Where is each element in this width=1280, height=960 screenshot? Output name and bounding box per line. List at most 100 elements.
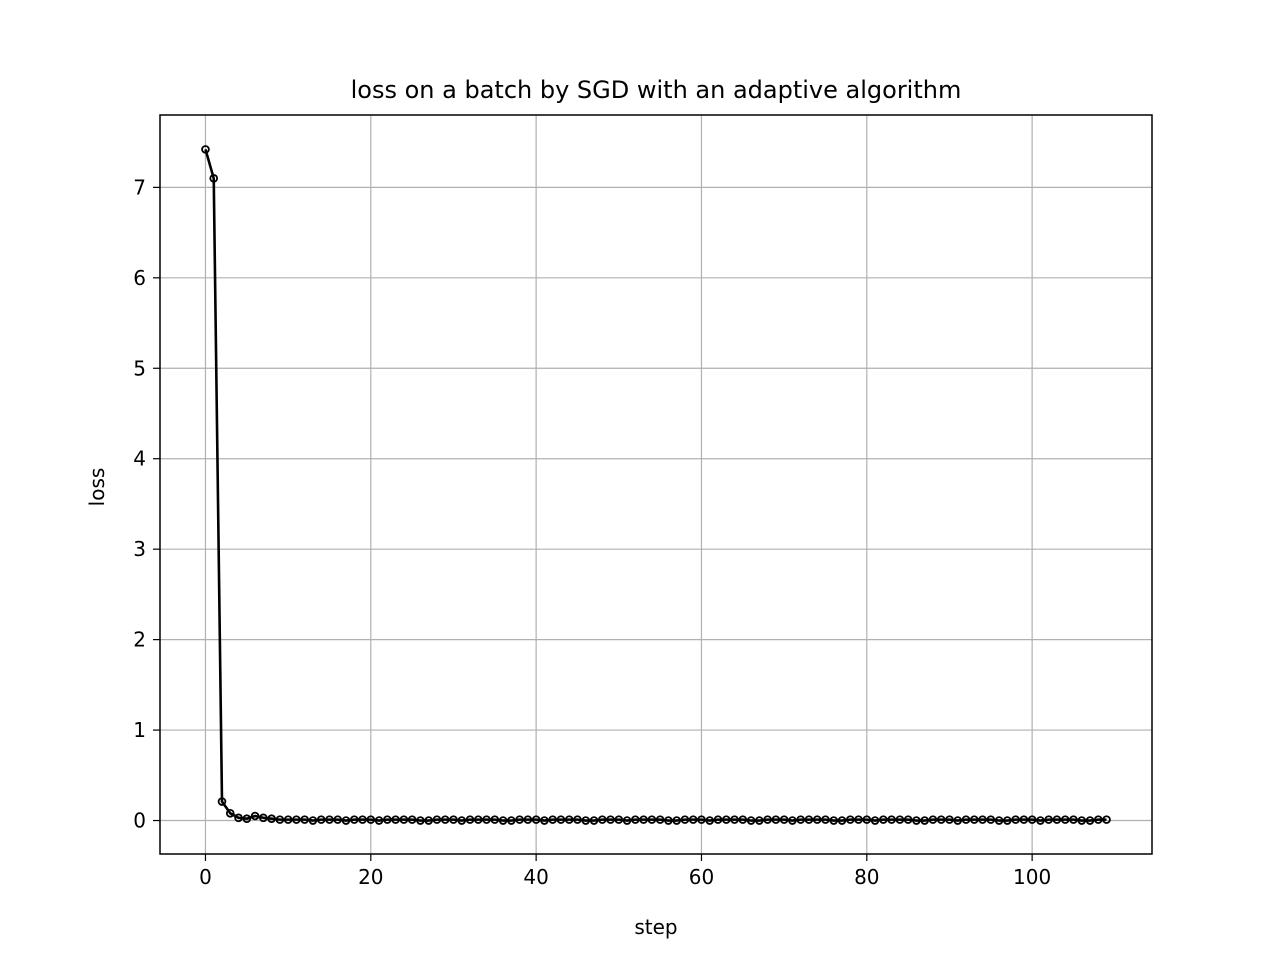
data-point <box>705 816 715 825</box>
data-point <box>845 815 855 824</box>
data-point <box>234 813 243 823</box>
data-point <box>928 815 938 824</box>
data-point <box>1044 815 1053 824</box>
data-point <box>1027 815 1037 824</box>
y-tick-label: 5 <box>133 356 146 380</box>
data-point <box>507 816 516 825</box>
data-point <box>589 816 599 825</box>
data-point <box>581 816 591 825</box>
data-point <box>606 815 615 824</box>
data-point <box>854 815 863 824</box>
y-tick-label: 3 <box>133 537 146 561</box>
data-point <box>300 815 309 824</box>
data-point <box>738 815 748 824</box>
data-point <box>556 815 566 824</box>
data-point <box>969 815 979 824</box>
data-point <box>763 815 772 824</box>
data-point <box>672 816 681 825</box>
data-point <box>217 797 227 806</box>
data-point <box>887 815 896 824</box>
data-point <box>473 815 483 824</box>
axis-ticks: 0 20 40 60 80 100 0 1 2 3 4 5 6 7 <box>133 175 1051 889</box>
data-point <box>912 816 921 825</box>
data-point <box>325 815 334 824</box>
y-tick-label: 1 <box>133 718 146 742</box>
data-point <box>730 815 739 824</box>
data-point <box>573 815 582 824</box>
y-tick-label: 4 <box>133 447 146 471</box>
data-point <box>564 815 574 824</box>
data-point <box>1019 815 1029 824</box>
data-point <box>1003 816 1012 825</box>
data-point <box>903 815 913 824</box>
data-point <box>680 815 690 824</box>
data-point <box>449 815 458 824</box>
data-point <box>341 816 351 825</box>
data-point <box>895 815 905 824</box>
data-point <box>523 815 533 824</box>
data-point <box>416 816 425 825</box>
data-point <box>1069 815 1078 824</box>
data-point <box>432 815 442 824</box>
data-point <box>465 815 475 824</box>
data-point <box>721 815 731 824</box>
plot-frame <box>159 114 1153 855</box>
x-tick-label: 0 <box>199 865 212 889</box>
data-point <box>316 815 326 824</box>
data-point <box>746 816 756 825</box>
grid-lines <box>160 115 1152 854</box>
y-axis-label: loss <box>85 468 109 507</box>
y-tick-label: 2 <box>133 628 146 652</box>
data-point <box>920 816 929 825</box>
x-tick-label: 60 <box>689 865 714 889</box>
data-point <box>1077 816 1087 825</box>
data-point <box>986 815 996 824</box>
data-point <box>201 145 210 154</box>
data-point <box>961 815 971 824</box>
chart-title: loss on a batch by SGD with an adaptive … <box>351 76 962 104</box>
data-point <box>1052 815 1062 824</box>
x-tick-label: 100 <box>1013 865 1051 889</box>
data-point <box>870 816 880 825</box>
x-axis-label: step <box>634 915 677 939</box>
data-point <box>366 815 376 824</box>
data-point <box>225 808 235 818</box>
data-series <box>201 145 1111 825</box>
data-point <box>308 816 318 825</box>
data-point <box>978 815 987 824</box>
data-point <box>994 816 1004 825</box>
data-point <box>1085 816 1095 825</box>
data-point <box>259 813 268 823</box>
data-point <box>779 815 789 824</box>
data-point <box>490 815 500 824</box>
data-point <box>482 815 491 824</box>
data-point <box>333 815 343 824</box>
data-point <box>349 815 359 824</box>
data-point <box>250 811 260 821</box>
data-point <box>631 815 640 824</box>
data-point <box>531 815 541 824</box>
data-point <box>283 815 293 824</box>
data-point <box>597 815 607 824</box>
x-tick-label: 20 <box>358 865 383 889</box>
data-point <box>407 815 417 824</box>
data-point <box>1102 815 1111 824</box>
data-point <box>655 815 665 824</box>
data-point <box>424 816 433 825</box>
x-tick-label: 80 <box>854 865 879 889</box>
data-point <box>1011 815 1020 824</box>
data-point <box>275 815 285 824</box>
y-tick-label: 7 <box>133 175 146 199</box>
data-point <box>879 815 888 824</box>
x-tick-label: 40 <box>523 865 548 889</box>
data-point <box>391 815 400 824</box>
data-point <box>697 815 706 824</box>
data-point <box>936 815 946 824</box>
data-point <box>498 816 508 825</box>
y-tick-label: 0 <box>133 809 146 833</box>
data-point <box>267 814 276 824</box>
data-point <box>664 816 673 825</box>
data-point <box>862 815 872 824</box>
data-point <box>953 816 963 825</box>
